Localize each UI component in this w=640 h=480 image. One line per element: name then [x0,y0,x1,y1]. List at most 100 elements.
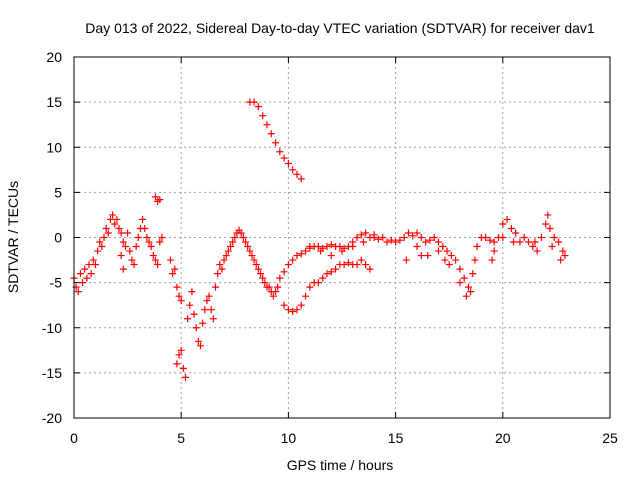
data-point [357,231,365,239]
data-point [98,243,106,251]
data-point [117,229,125,237]
data-point [166,256,174,264]
data-point [289,166,297,174]
data-point [216,261,224,269]
data-point [102,224,110,232]
data-point [302,247,310,255]
data-point [259,112,267,120]
data-point [392,238,400,246]
data-point [175,292,183,300]
data-point [117,252,125,260]
data-point [447,252,455,260]
data-point [357,256,365,264]
data-point [370,231,378,239]
data-point [94,247,102,255]
data-point [396,236,404,244]
series-evening [482,211,569,264]
data-point [229,238,237,246]
data-point [158,234,166,241]
data-point [379,234,387,241]
series-afternoon-bands [276,231,378,316]
data-point [199,319,207,327]
data-point [222,252,230,260]
data-point [134,234,142,241]
data-point [154,261,162,269]
data-point [434,238,442,246]
data-point [214,270,222,278]
data-point [280,154,288,162]
data-point [209,315,217,323]
data-point [471,256,479,264]
data-point [561,252,569,260]
data-point [362,261,370,269]
data-point [422,238,430,246]
data-point [293,306,301,314]
data-point [237,229,245,237]
data-point [387,236,395,244]
plot-frame [73,56,611,419]
data-point [244,243,252,251]
grid [74,57,610,418]
data-point [149,252,157,260]
data-point [85,261,93,269]
data-point [452,256,460,264]
data-point [151,193,159,201]
data-point [293,170,301,178]
data-point [81,265,89,273]
data-point [272,288,280,296]
data-point [359,238,367,246]
data-point [227,243,235,251]
data-point [91,261,99,269]
data-point [499,220,507,228]
data-point [490,247,498,255]
data-point [141,224,149,232]
data-point [319,274,327,282]
data-point [306,243,314,251]
y-tick-label: -15 [42,365,62,381]
data-point [104,229,112,237]
x-tick-label: 25 [602,430,618,446]
y-tick-label: 10 [46,139,62,155]
data-point [276,148,284,156]
y-tick-label: -20 [42,410,62,426]
data-point [284,306,292,314]
data-point [250,256,258,264]
data-point [156,238,164,246]
x-tick-label: 5 [177,430,185,446]
y-tick-label: -10 [42,320,62,336]
data-point [96,238,104,246]
data-point [409,232,417,240]
data-point [533,247,541,255]
data-point [462,292,470,300]
data-point [344,259,352,267]
data-point [186,301,194,309]
data-point [542,220,550,228]
data-point [181,373,189,381]
data-point [464,283,472,291]
data-point [417,252,425,260]
data-point [353,261,361,269]
data-point [74,288,82,296]
data-point [177,346,185,354]
data-point [525,238,533,246]
data-point [265,283,273,291]
data-point [173,360,181,368]
series-upper-streak [246,98,305,183]
data-point [510,238,518,246]
data-point [340,261,348,269]
data-point [424,252,432,260]
data-point [143,234,151,241]
data-point [109,211,117,219]
data-point [383,238,391,246]
data-point [323,243,331,251]
data-point [413,229,421,237]
data-point [272,139,280,147]
y-tick-label: 15 [46,94,62,110]
data-point [327,241,335,249]
data-point [550,234,558,241]
data-point [124,229,132,237]
x-axis-label: GPS time / hours [287,457,394,473]
series-early-morning [70,193,166,296]
data-point [126,247,134,255]
data-point [284,159,292,167]
